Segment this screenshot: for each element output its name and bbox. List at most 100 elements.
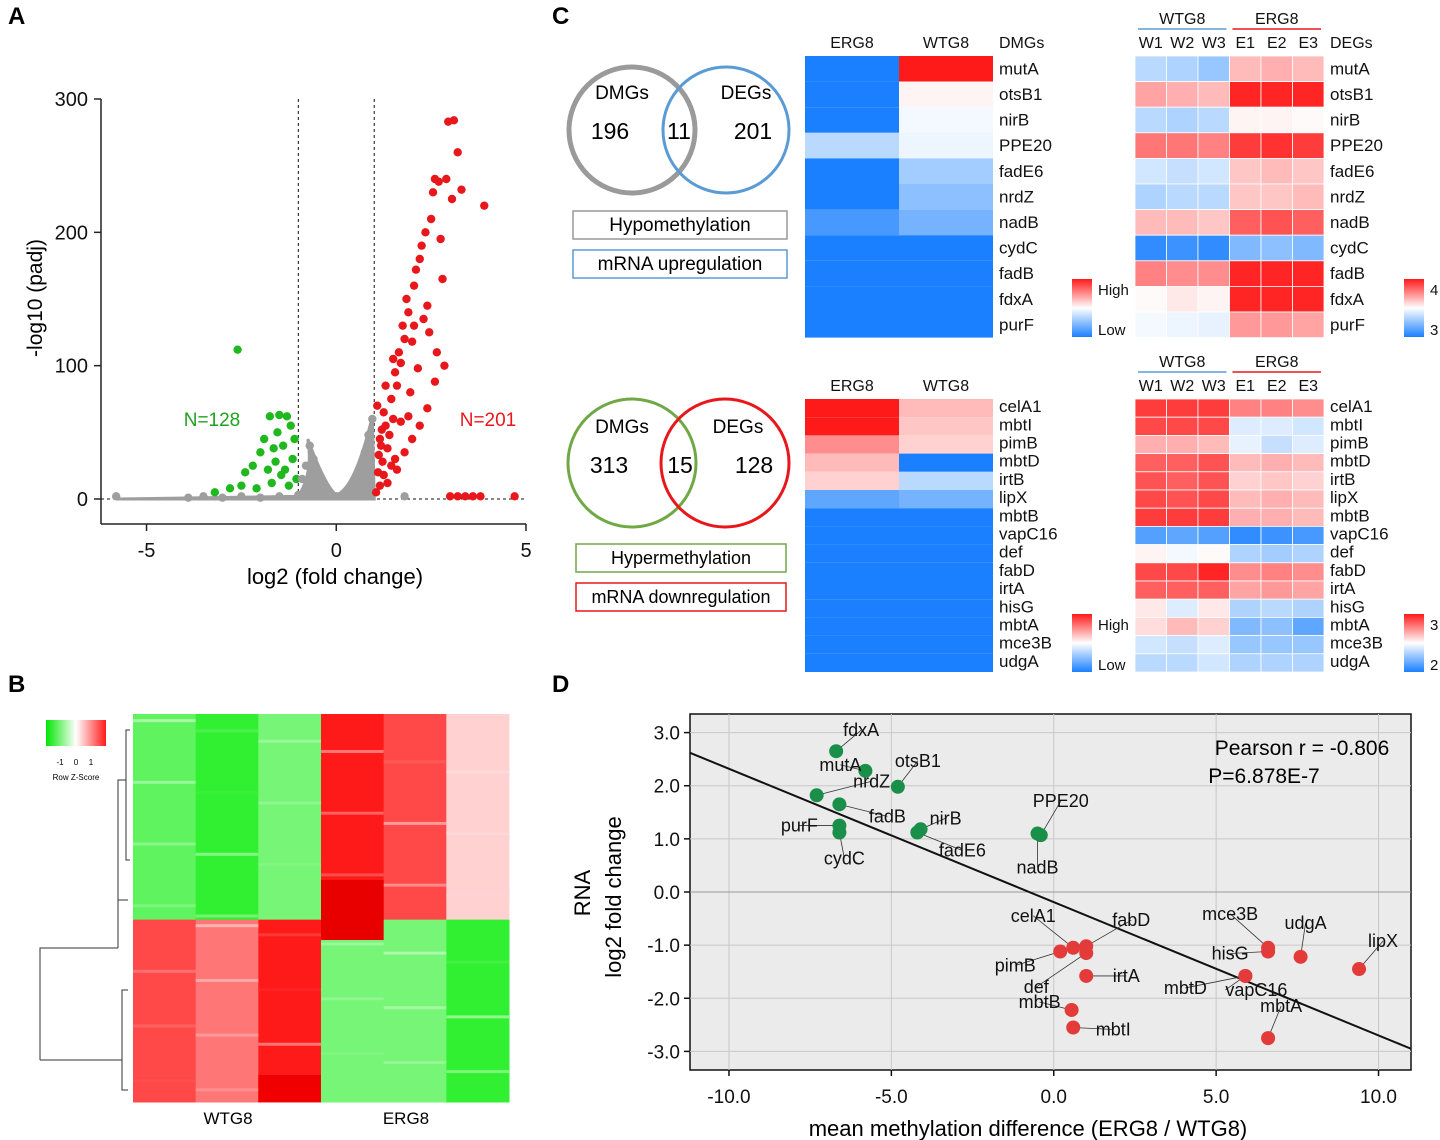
venn-upper-tag1-box xyxy=(572,210,788,240)
heatmap-cell xyxy=(1292,81,1325,108)
volcano-point-up xyxy=(398,321,407,330)
heatmap-cell xyxy=(1292,285,1325,313)
zscore-stripe xyxy=(133,780,196,784)
panel-label-d: D xyxy=(552,671,569,698)
volcano-point-up xyxy=(381,381,390,390)
heatmap-cell xyxy=(1229,526,1262,546)
correlation-x-tick-label: -5.0 xyxy=(875,1087,908,1108)
heatmap-cell xyxy=(805,544,899,563)
volcano-point-up xyxy=(407,337,417,346)
heatmap-row-label: purF xyxy=(999,315,1034,334)
heatmap-cell xyxy=(1292,471,1325,491)
venn-upper: DMGs DEGs 196 11 201 Hypomethylation mRN… xyxy=(566,64,791,279)
zscore-legend-tick: -1 xyxy=(56,758,64,767)
heatmap-row-label: mce3B xyxy=(1330,634,1383,653)
zscore-stripe xyxy=(258,1042,321,1046)
heatmap-row-label: cydC xyxy=(999,239,1038,258)
heatmap-cell xyxy=(1197,132,1230,159)
volcano-point-up xyxy=(394,348,404,357)
zscore-cell xyxy=(195,919,259,1103)
volcano-point-down xyxy=(225,484,235,493)
venn-lower-right-title: DEGs xyxy=(713,417,764,438)
correlation-point-label: fabD xyxy=(1112,910,1150,930)
correlation-leader-line xyxy=(1015,951,1061,966)
volcano-x-tick-label: -5 xyxy=(138,540,156,562)
zscore-legend-tick: 0 xyxy=(74,758,79,767)
heatmap-cell xyxy=(1260,489,1293,509)
heatmap-cell xyxy=(805,453,899,472)
heatmap-cell xyxy=(1229,106,1262,134)
zscore-stripe xyxy=(195,852,259,856)
heatmap-legend-bar xyxy=(1404,614,1424,672)
volcano-point-ns xyxy=(199,492,208,501)
volcano-point-up xyxy=(402,294,411,304)
zscore-cell xyxy=(133,919,197,1103)
volcano-y-tick-label: 300 xyxy=(55,89,88,111)
correlation-y-tick-label: 3.0 xyxy=(654,724,680,745)
zscore-legend-label: Row Z-Score xyxy=(53,773,100,782)
zscore-cell xyxy=(383,714,447,921)
volcano-point-down xyxy=(256,448,265,457)
heatmap-col-label: W1 xyxy=(1139,35,1163,52)
heatmap-cell xyxy=(1260,285,1293,313)
volcano-point-up xyxy=(419,314,428,324)
heatmap-cell xyxy=(899,417,993,436)
heatmap-row-label: fadE6 xyxy=(999,162,1043,181)
correlation-point-cydC xyxy=(832,825,847,840)
zscore-stripe xyxy=(133,719,196,723)
heatmap-cell xyxy=(1134,653,1167,673)
heatmap-cell xyxy=(1260,635,1293,655)
zscore-stripe xyxy=(258,739,321,743)
heatmap-cell xyxy=(1260,544,1293,564)
heatmap-cell xyxy=(805,312,899,338)
correlation-point-fadB xyxy=(832,797,847,812)
heatmap-cell xyxy=(1260,398,1293,418)
heatmap-cell xyxy=(899,235,993,261)
heatmap-row-label: nadB xyxy=(999,213,1039,232)
heatmap-cell xyxy=(1260,507,1293,527)
volcano-point-up xyxy=(409,281,419,290)
heatmap-cell xyxy=(1197,507,1230,527)
correlation-point-label: vapC16 xyxy=(1225,980,1287,1000)
heatmap-row-label: hisG xyxy=(999,597,1034,616)
correlation-leader-line xyxy=(816,780,872,796)
heatmap-cell xyxy=(805,599,899,618)
heatmap-group-label: ERG8 xyxy=(1255,11,1299,28)
heatmap-row-label: nirB xyxy=(1330,111,1360,130)
heatmap-cell xyxy=(1166,507,1199,527)
heatmap-cell xyxy=(1229,544,1262,564)
heatmap-cell xyxy=(1229,55,1262,83)
heatmap-row-label: nirB xyxy=(999,111,1029,130)
heatmap-cell xyxy=(1134,311,1167,339)
expression-heatmaps: mutA otsB1 nirB PPE20 fadE6 nrdZ nadB cydC fadB f… xyxy=(805,11,1438,674)
heatmap-cell xyxy=(805,508,899,527)
volcano-point-up xyxy=(447,194,457,204)
correlation-fit-line xyxy=(689,751,1412,1050)
heatmap-cell xyxy=(805,132,899,159)
heatmap-legend-bar xyxy=(1072,614,1092,672)
zscore-stripe xyxy=(195,1033,259,1037)
volcano-point-up xyxy=(415,421,424,430)
heatmap-cell xyxy=(1166,106,1199,134)
volcano-point-up xyxy=(404,308,413,317)
heatmap-cell xyxy=(1197,489,1230,509)
zscore-stripe xyxy=(133,1024,196,1028)
volcano-point-up xyxy=(453,492,462,501)
heatmap-row-label: cydC xyxy=(1330,239,1369,258)
heatmap-row-label: fadB xyxy=(999,264,1034,283)
heatmap-cell xyxy=(1134,183,1167,211)
volcano-point-down xyxy=(280,465,290,474)
volcano-point-up xyxy=(400,334,409,344)
zscore-stripe xyxy=(195,1088,259,1092)
volcano-point-up xyxy=(373,401,382,410)
heatmap-col-label: E2 xyxy=(1267,35,1287,52)
heatmap-row-label: lipX xyxy=(1330,488,1358,507)
volcano-point-ns xyxy=(301,461,311,470)
heatmap-cell xyxy=(1229,617,1262,637)
zscore-stripe xyxy=(258,988,321,992)
volcano-point-up xyxy=(432,348,442,357)
volcano-point-ns xyxy=(184,493,193,502)
heatmap-cell xyxy=(1166,209,1199,236)
heatmap-cell xyxy=(899,544,993,563)
correlation-point-label: pimB xyxy=(995,956,1036,976)
